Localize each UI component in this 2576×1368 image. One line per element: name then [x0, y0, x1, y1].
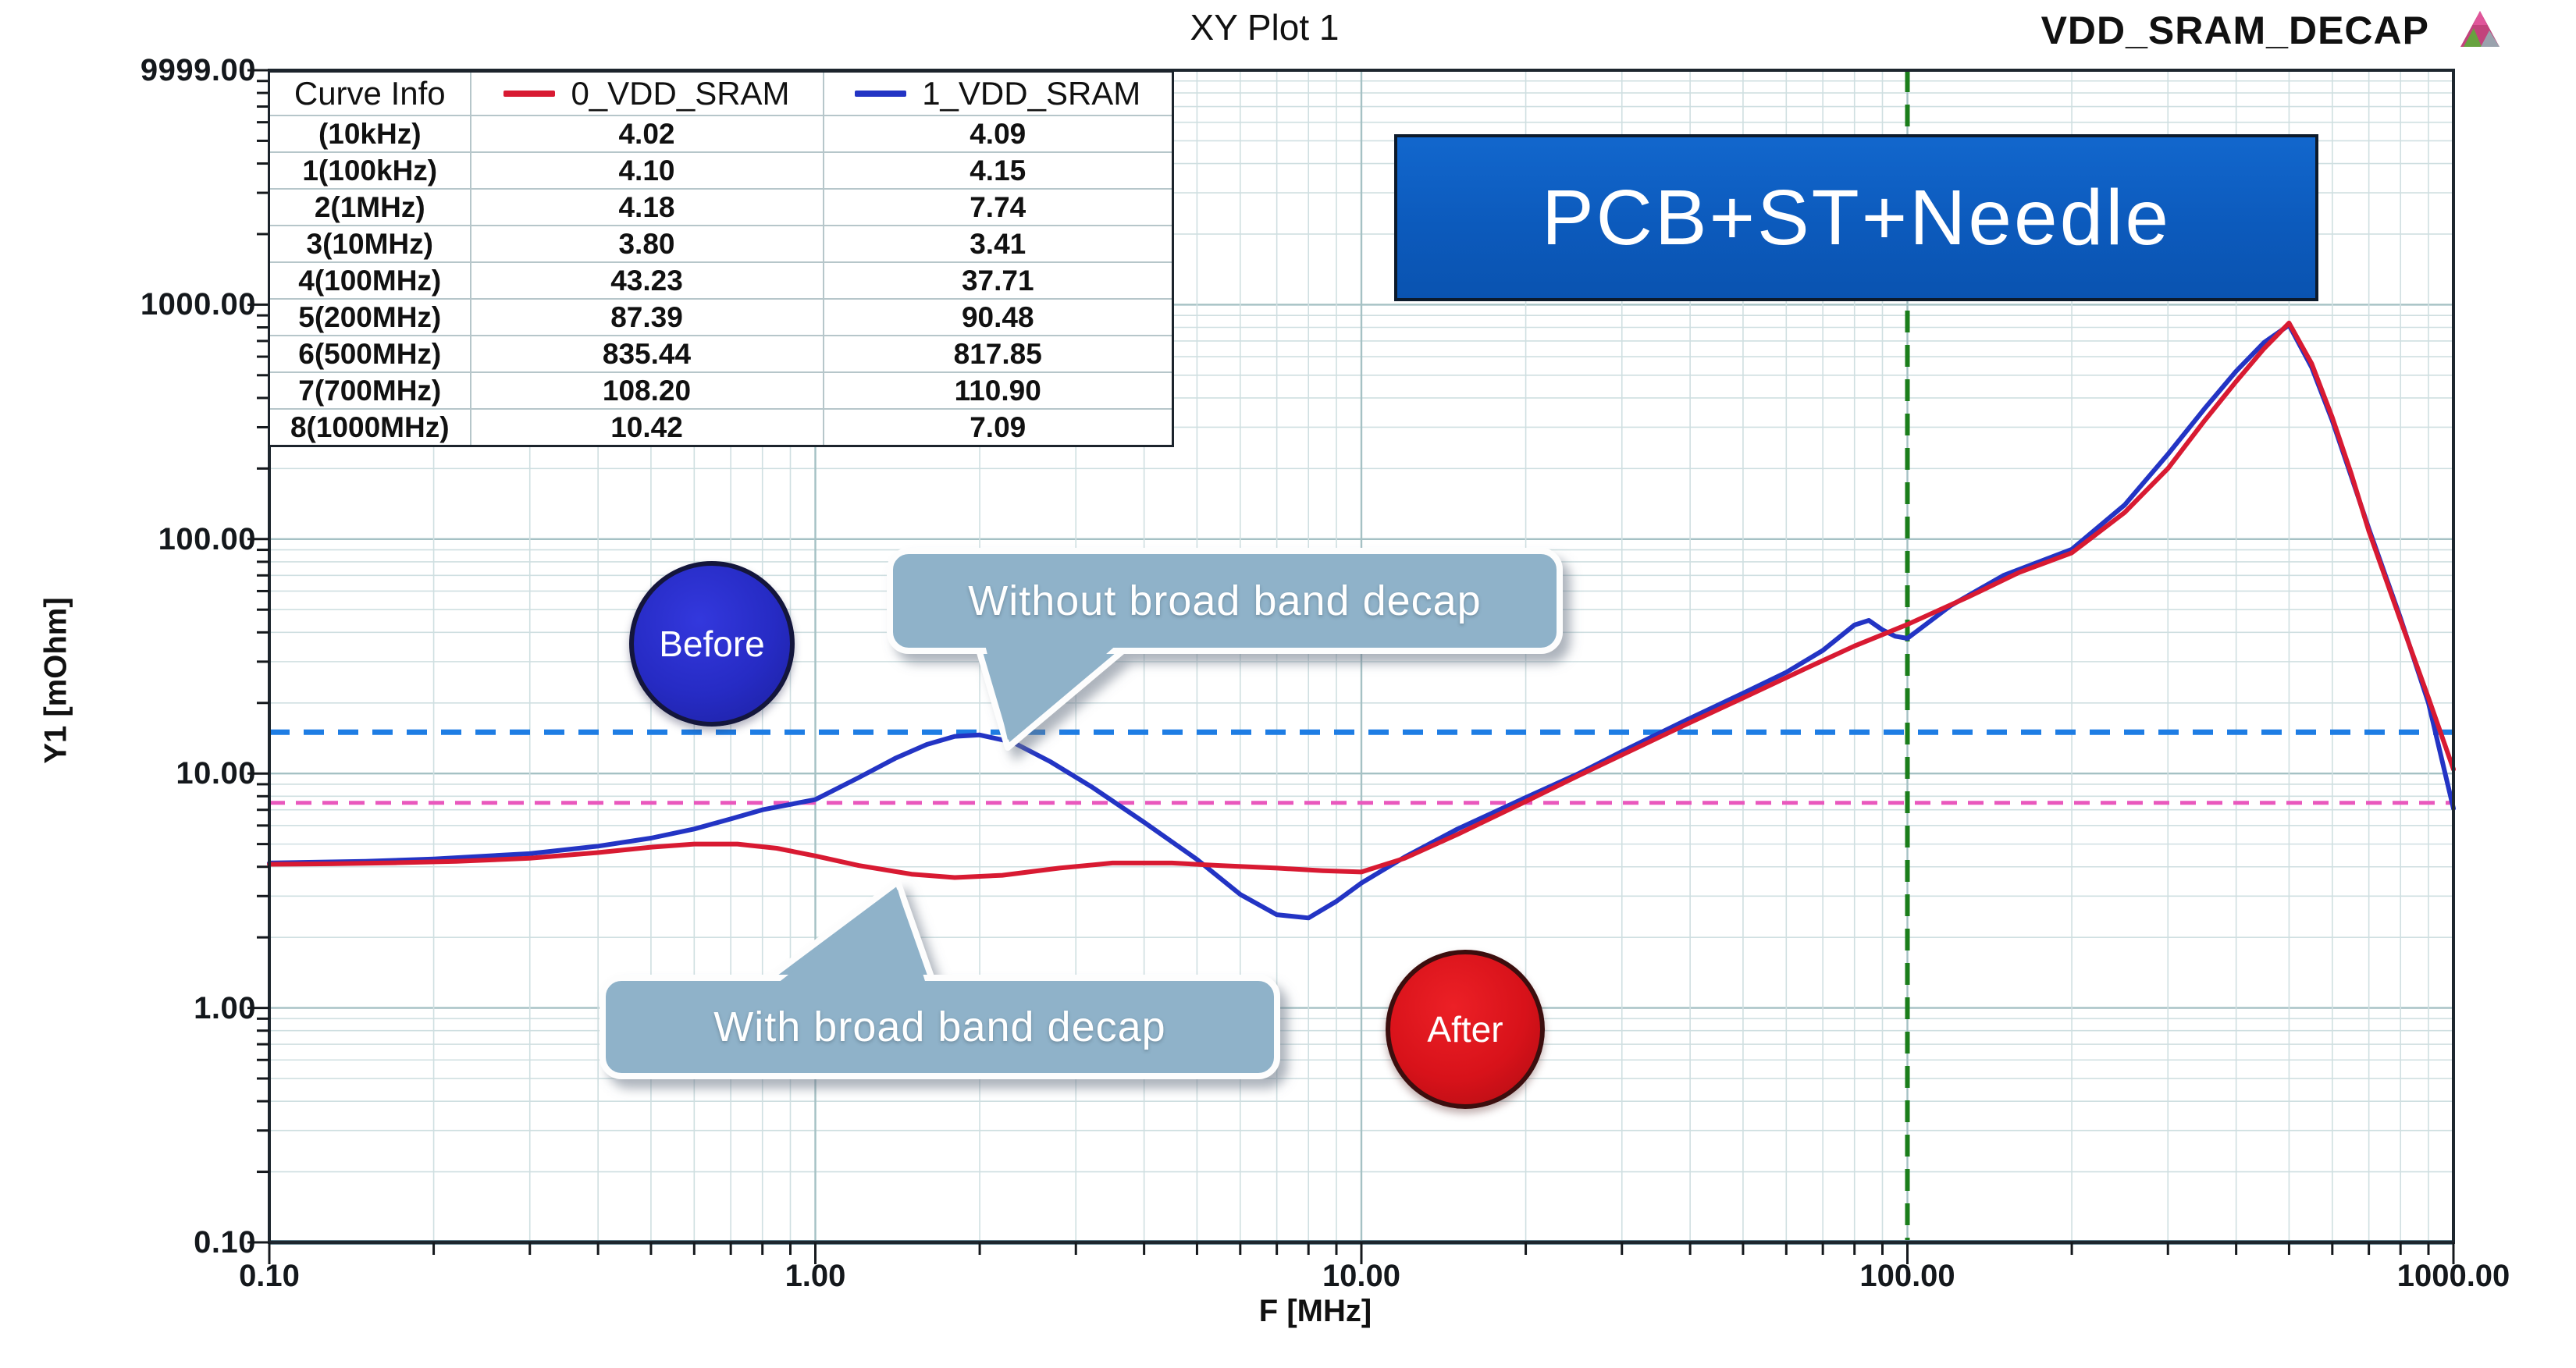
- curve-info-header-row: Curve Info 0_VDD_SRAM 1_VDD_SRAM: [268, 70, 1174, 116]
- marker-value: 4.15: [822, 151, 1174, 190]
- report-triangle-icon: [2460, 11, 2500, 47]
- marker-value: 87.39: [469, 298, 824, 336]
- x-tick-label: 1.00: [785, 1259, 846, 1293]
- marker-value: 37.71: [822, 261, 1174, 300]
- y-tick-label: 9999.00: [140, 53, 256, 87]
- project-name-label: VDD_SRAM_DECAP: [2041, 9, 2429, 52]
- curve-info-row: 6(500MHz) 835.44 817.85: [268, 335, 1174, 373]
- marker-value: 835.44: [469, 335, 824, 373]
- y-tick-label: 1000.00: [140, 287, 256, 322]
- marker-value: 7.09: [822, 408, 1174, 447]
- marker-frequency: 7(700MHz): [268, 371, 471, 410]
- curve-1_VDD_SRAM[interactable]: [267, 322, 2456, 921]
- series-1-name: 1_VDD_SRAM: [922, 75, 1141, 112]
- callout-with-decap-text: With broad band decap: [713, 1004, 1166, 1050]
- curve-info-row: (10kHz) 4.02 4.09: [268, 115, 1174, 153]
- y-tick-label: 10.00: [176, 756, 256, 791]
- marker-value: 90.48: [822, 298, 1174, 336]
- y-tick-label: 1.00: [194, 990, 256, 1025]
- before-circle[interactable]: Before: [629, 561, 795, 727]
- marker-value: 817.85: [822, 335, 1174, 373]
- x-tick-label: 1000.00: [2396, 1259, 2510, 1293]
- page-title: XY Plot 1: [1190, 7, 1340, 48]
- y-tick-label: 100.00: [158, 521, 256, 556]
- curve-info-row: 3(10MHz) 3.80 3.41: [268, 225, 1174, 263]
- curve-info-row: 7(700MHz) 108.20 110.90: [268, 371, 1174, 410]
- marker-value: 4.10: [469, 151, 824, 190]
- marker-value: 43.23: [469, 261, 824, 300]
- reference-lines: [269, 70, 2453, 1242]
- x-axis-title: F [MHz]: [1258, 1294, 1372, 1328]
- marker-frequency: 1(100kHz): [268, 151, 471, 190]
- marker-frequency: 2(1MHz): [268, 188, 471, 226]
- curve-info-row: 8(1000MHz) 10.42 7.09: [268, 408, 1174, 447]
- y-tick-label: 0.10: [194, 1225, 256, 1260]
- series-1-header: 1_VDD_SRAM: [822, 70, 1174, 116]
- marker-value: 4.18: [469, 188, 824, 226]
- curve-0_VDD_SRAM[interactable]: [267, 320, 2456, 880]
- x-tick-label: 10.00: [1322, 1259, 1401, 1293]
- marker-value: 4.02: [469, 115, 824, 153]
- x-tick-label: 0.10: [239, 1259, 300, 1293]
- marker-value: 110.90: [822, 371, 1174, 410]
- curve-info-row: 2(1MHz) 4.18 7.74: [268, 188, 1174, 226]
- curve-info-row: 1(100kHz) 4.10 4.15: [268, 151, 1174, 190]
- marker-frequency: 3(10MHz): [268, 225, 471, 263]
- marker-value: 108.20: [469, 371, 824, 410]
- curve-info-row: 5(200MHz) 87.39 90.48: [268, 298, 1174, 336]
- marker-value: 7.74: [822, 188, 1174, 226]
- axis-ticks: [247, 69, 2455, 1264]
- callout-without-decap-text: Without broad band decap: [968, 577, 1482, 624]
- series-0-color-dash: [503, 91, 556, 97]
- marker-frequency: 8(1000MHz): [268, 408, 471, 447]
- x-tick-label: 100.00: [1859, 1259, 1955, 1293]
- marker-frequency: 4(100MHz): [268, 261, 471, 300]
- y-axis-title: Y1 [mOhm]: [38, 597, 73, 764]
- series-0-name: 0_VDD_SRAM: [571, 75, 790, 112]
- curve-info-header: Curve Info: [268, 70, 471, 116]
- marker-value: 3.80: [469, 225, 824, 263]
- after-circle[interactable]: After: [1386, 950, 1545, 1109]
- banner-pcb-st-needle[interactable]: PCB+ST+Needle: [1394, 134, 2318, 301]
- marker-frequency: 5(200MHz): [268, 298, 471, 336]
- marker-value: 4.09: [822, 115, 1174, 153]
- marker-value: 3.41: [822, 225, 1174, 263]
- marker-value: 10.42: [469, 408, 824, 447]
- marker-frequency: (10kHz): [268, 115, 471, 153]
- curve-info-row: 4(100MHz) 43.23 37.71: [268, 261, 1174, 300]
- series-1-color-dash: [855, 91, 907, 97]
- series-0-header: 0_VDD_SRAM: [469, 70, 824, 116]
- curve-info-table: Curve Info 0_VDD_SRAM 1_VDD_SRAM (10kHz)…: [268, 70, 1174, 447]
- marker-frequency: 6(500MHz): [268, 335, 471, 373]
